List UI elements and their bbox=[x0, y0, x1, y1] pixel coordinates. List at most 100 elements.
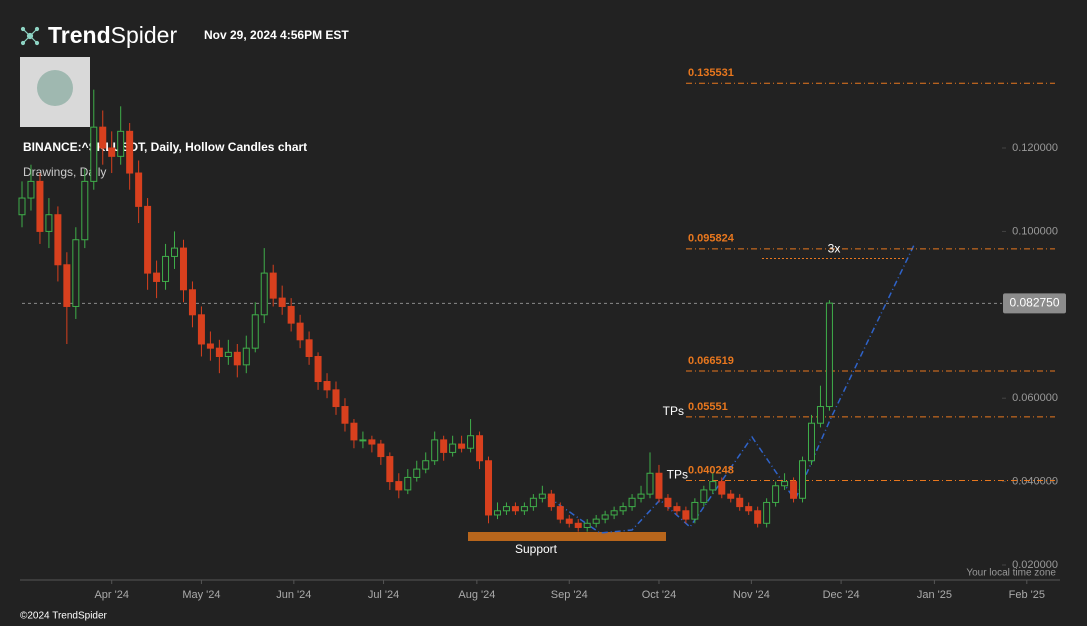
candle-body bbox=[242, 347, 250, 366]
candle-body bbox=[619, 506, 627, 512]
candle-body bbox=[485, 460, 493, 516]
level-label: 0.066519 bbox=[688, 355, 734, 367]
candle-body bbox=[745, 506, 753, 512]
candle-body bbox=[278, 297, 286, 307]
candle-body bbox=[682, 510, 690, 520]
candle-body bbox=[206, 343, 214, 349]
candle-body bbox=[718, 481, 726, 495]
candle-body bbox=[502, 506, 510, 512]
candle-body bbox=[601, 514, 609, 520]
tps-label: TPs bbox=[663, 404, 684, 418]
candle-body bbox=[493, 510, 501, 516]
candle-body bbox=[269, 272, 277, 299]
x-tick-label: Aug '24 bbox=[458, 589, 495, 601]
logo-edge bbox=[22, 28, 38, 44]
candle-body bbox=[224, 351, 232, 358]
candle-body bbox=[816, 406, 824, 424]
candle-body bbox=[45, 214, 53, 232]
candle-body bbox=[440, 439, 448, 453]
chart-subtitle: Drawings, Daily bbox=[23, 165, 106, 179]
candle-body bbox=[99, 126, 107, 149]
candle-body bbox=[117, 130, 125, 157]
last-price-box bbox=[1003, 293, 1066, 314]
chart-title: BINANCE:^SKLUSDT, Daily, Hollow Candles … bbox=[23, 140, 307, 154]
copyright: ©2024 TrendSpider bbox=[20, 611, 108, 622]
candle-body bbox=[413, 468, 421, 478]
x-tick-label: Oct '24 bbox=[642, 589, 677, 601]
candle-body bbox=[108, 147, 116, 157]
candle-body bbox=[332, 389, 340, 408]
candle-body bbox=[709, 481, 717, 491]
x-tick-label: Jul '24 bbox=[368, 589, 399, 601]
candle-body bbox=[54, 214, 62, 266]
candle-body bbox=[628, 497, 636, 508]
projection-path bbox=[547, 242, 916, 534]
candle-body bbox=[807, 422, 815, 462]
candle-body bbox=[781, 481, 789, 487]
timestamp: Nov 29, 2024 4:56PM EST bbox=[204, 28, 349, 42]
candle-body bbox=[565, 518, 573, 524]
x-tick-label: Feb '25 bbox=[1009, 589, 1045, 601]
x-tick-label: Apr '24 bbox=[94, 589, 129, 601]
brand-bold: Trend bbox=[48, 22, 111, 48]
candle-body bbox=[63, 264, 71, 307]
candle-body bbox=[467, 435, 475, 449]
avatar-figure bbox=[37, 70, 73, 106]
candle-body bbox=[305, 339, 313, 358]
candle-body bbox=[754, 510, 762, 524]
candle-body bbox=[233, 351, 241, 366]
candle-body bbox=[727, 493, 735, 499]
candle-body bbox=[637, 493, 645, 499]
candle-body bbox=[359, 439, 367, 442]
candle-body bbox=[547, 493, 555, 508]
candle-body bbox=[81, 180, 89, 241]
candle-body bbox=[350, 422, 358, 441]
candle-body bbox=[144, 205, 152, 274]
candle-body bbox=[790, 481, 798, 499]
candle-body bbox=[511, 506, 519, 512]
candle-body bbox=[377, 443, 385, 458]
x-tick-label: Sep '24 bbox=[551, 589, 588, 601]
candle-body bbox=[18, 197, 26, 216]
candle-body bbox=[646, 472, 654, 495]
candle-body bbox=[583, 522, 591, 528]
candle-body bbox=[90, 126, 98, 182]
candle-body bbox=[314, 356, 322, 383]
candle-body bbox=[691, 501, 699, 520]
candle-body bbox=[260, 272, 268, 316]
y-tick-label: 0.040000 bbox=[1012, 475, 1058, 487]
candle-body bbox=[404, 476, 412, 491]
candle-body bbox=[458, 443, 466, 449]
candle-body bbox=[422, 460, 430, 470]
y-tick-label: 0.120000 bbox=[1012, 142, 1058, 154]
candle-body bbox=[476, 435, 484, 462]
brand: TrendSpider bbox=[48, 22, 177, 48]
brand-light: Spider bbox=[111, 22, 178, 48]
candle-body bbox=[296, 322, 304, 341]
level-label: 0.095824 bbox=[688, 233, 735, 245]
candle-body bbox=[287, 305, 295, 324]
x-tick-label: Jun '24 bbox=[276, 589, 311, 601]
last-price-label: 0.082750 bbox=[1009, 296, 1059, 310]
candle-body bbox=[171, 247, 179, 257]
candle-body bbox=[449, 443, 457, 453]
candle-body bbox=[664, 497, 672, 508]
candle-body bbox=[72, 239, 80, 307]
y-tick-label: 0.020000 bbox=[1012, 559, 1058, 571]
candle-body bbox=[529, 497, 537, 508]
candle-body bbox=[574, 522, 582, 528]
candle-body bbox=[592, 518, 600, 524]
candle-body bbox=[197, 314, 205, 345]
candle-body bbox=[556, 506, 564, 520]
candle-body bbox=[27, 180, 35, 199]
candle-body bbox=[215, 347, 223, 358]
candle-body bbox=[135, 172, 143, 207]
candle-body bbox=[188, 289, 196, 316]
candle-body bbox=[799, 460, 807, 499]
candle-body bbox=[538, 493, 546, 499]
candle-body bbox=[825, 302, 833, 408]
candle-body bbox=[700, 489, 708, 503]
candle-body bbox=[520, 506, 528, 512]
candle-body bbox=[772, 485, 780, 503]
